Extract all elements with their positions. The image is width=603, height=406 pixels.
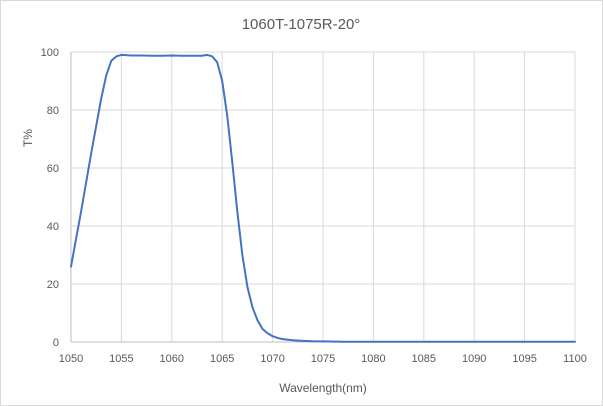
x-tick-label: 1065 — [210, 353, 234, 365]
y-tick-label: 0 — [53, 337, 59, 349]
series-line-transmission — [70, 53, 576, 343]
x-tick-label: 1070 — [260, 353, 284, 365]
x-tick-label: 1090 — [462, 353, 486, 365]
x-tick-label: 1085 — [412, 353, 436, 365]
series-group — [70, 53, 576, 343]
y-tick-label: 40 — [47, 221, 59, 233]
x-tick-label: 1095 — [512, 353, 536, 365]
x-tick-label: 1100 — [563, 353, 587, 365]
x-tick-label: 1075 — [311, 353, 335, 365]
x-tick-label: 1080 — [361, 353, 385, 365]
x-axis-label: Wavelength(nm) — [279, 381, 367, 395]
y-axis-label: T% — [21, 129, 35, 147]
y-tick-label: 100 — [41, 47, 59, 59]
x-tick-label: 1050 — [59, 353, 83, 365]
y-tick-label: 60 — [47, 163, 59, 175]
x-tick-label: 1055 — [109, 353, 133, 365]
x-tick-labels: 1050 1055 1060 1065 1070 1075 1080 1085 1090 1095… — [59, 353, 587, 365]
x-tick-label: 1060 — [160, 353, 184, 365]
chart-title: 1060T-1075R-20° — [242, 16, 361, 33]
grid-lines — [70, 51, 576, 343]
y-tick-labels: 0 20 40 60 80 100 — [41, 47, 59, 349]
y-tick-label: 80 — [47, 105, 59, 117]
y-tick-label: 20 — [47, 279, 59, 291]
